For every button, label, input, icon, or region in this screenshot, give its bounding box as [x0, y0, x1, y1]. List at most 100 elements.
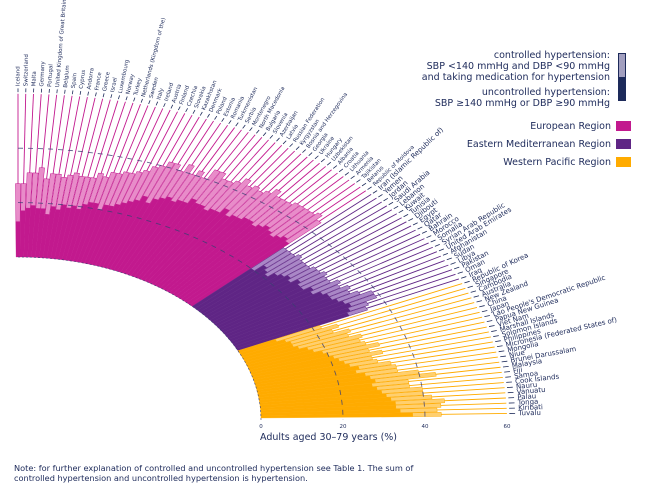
country-label: Switzerland: [23, 54, 30, 86]
country-tick: [215, 116, 217, 119]
country-tick: [384, 198, 388, 201]
legend-hypertension-swatch: [618, 53, 626, 101]
country-tick: [65, 90, 66, 94]
footnote: Note: for further explanation of control…: [14, 464, 634, 483]
bar-controlled: [21, 184, 26, 211]
country-tick: [186, 108, 188, 112]
country-tick: [368, 187, 372, 190]
controlled-swatch: [618, 53, 626, 77]
country-tick: [207, 114, 209, 118]
country-tick: [236, 123, 239, 126]
country-label: Tuvalu: [517, 409, 541, 417]
country-tick: [479, 306, 484, 307]
country-tick: [178, 107, 180, 111]
country-tick: [491, 331, 497, 332]
country-tick: [290, 144, 293, 147]
country-tick: [283, 141, 286, 144]
country-label: Malta: [31, 71, 37, 86]
country-tick: [399, 210, 403, 212]
country-tick: [451, 263, 456, 265]
country-tick: [126, 96, 127, 100]
country-label: Germany: [39, 60, 46, 86]
country-tick: [134, 98, 135, 102]
country-tick: [426, 236, 431, 238]
country-tick: [243, 125, 246, 128]
bar-uncontrolled: [16, 222, 21, 257]
country-tick: [222, 118, 224, 121]
country-tick: [413, 223, 418, 225]
country-label: Spain: [71, 72, 79, 88]
country-tick: [489, 325, 495, 326]
country-tick: [276, 138, 279, 141]
country-tick: [503, 366, 509, 367]
legend-controlled: controlled hypertension: SBP <140 mmHg a…: [422, 50, 610, 83]
country-tick: [362, 183, 366, 186]
country-label: Portugal: [47, 63, 54, 87]
country-tick: [250, 127, 253, 130]
country-tick: [88, 92, 89, 96]
country-tick: [443, 253, 448, 255]
x-tick-label: 40: [422, 424, 429, 430]
legend-hypertension: controlled hypertension: SBP <140 mmHg a…: [422, 50, 632, 109]
country-tick: [351, 176, 355, 179]
legend-region-swatch: [616, 157, 631, 167]
country-tick: [474, 296, 479, 297]
country-tick: [461, 277, 466, 279]
country-tick: [270, 135, 273, 138]
country-tick: [418, 227, 423, 229]
legend-uncontrolled-criteria: SBP ≥140 mmHg or DBP ≥90 mmHg: [422, 98, 610, 109]
country-tick: [149, 100, 151, 104]
country-tick: [263, 133, 266, 136]
x-tick-label: 0: [259, 424, 263, 430]
country-tick: [477, 301, 482, 302]
country-tick: [118, 95, 119, 99]
country-tick: [327, 162, 331, 165]
country-tick: [103, 93, 104, 97]
country-tick: [502, 361, 508, 362]
country-tick: [493, 336, 499, 337]
legend-region-label: Eastern Mediterranean Region: [467, 139, 611, 150]
country-tick: [404, 214, 409, 216]
legend-region-swatch: [616, 121, 631, 131]
country-tick: [309, 153, 312, 156]
country-tick: [447, 258, 452, 260]
country-tick: [256, 130, 259, 133]
country-tick: [431, 240, 436, 242]
country-tick: [454, 267, 459, 269]
country-tick: [500, 356, 506, 357]
legend-region-swatch: [616, 139, 631, 149]
country-tick: [356, 180, 360, 183]
country-tick: [497, 346, 503, 347]
uncontrolled-swatch: [618, 77, 626, 101]
country-tick: [345, 172, 349, 175]
country-tick: [171, 105, 173, 109]
country-tick: [435, 244, 440, 246]
country-label: Belgium: [63, 65, 71, 88]
country-tick: [499, 351, 505, 352]
legend-regions: European Region Eastern Mediterranean Re…: [422, 119, 632, 169]
country-tick: [156, 102, 158, 106]
country-tick: [141, 99, 142, 103]
country-tick: [339, 169, 343, 172]
country-tick: [302, 150, 305, 153]
country-tick: [482, 311, 487, 312]
legend-region-western-pacific: Western Pacific Region: [422, 155, 632, 169]
country-tick: [378, 194, 382, 197]
x-tick-label: 60: [504, 424, 511, 430]
legend-controlled-title: controlled hypertension:: [422, 50, 610, 61]
legend-controlled-medication: and taking medication for hypertension: [422, 72, 610, 83]
bar-controlled: [413, 412, 442, 416]
x-tick-label: 20: [340, 424, 347, 430]
country-tick: [373, 191, 377, 194]
country-label: Iceland: [16, 66, 22, 86]
legend-region-eastern-mediterranean: Eastern Mediterranean Region: [422, 137, 632, 151]
country-tick: [95, 93, 96, 97]
country-label: Cyprus: [79, 69, 87, 89]
x-axis: 0 20 40 60: [259, 424, 511, 430]
country-tick: [394, 206, 398, 208]
country-tick: [471, 291, 476, 292]
legend: controlled hypertension: SBP <140 mmHg a…: [422, 50, 632, 173]
country-tick: [504, 372, 510, 373]
country-tick: [389, 202, 393, 205]
country-tick: [464, 281, 469, 283]
